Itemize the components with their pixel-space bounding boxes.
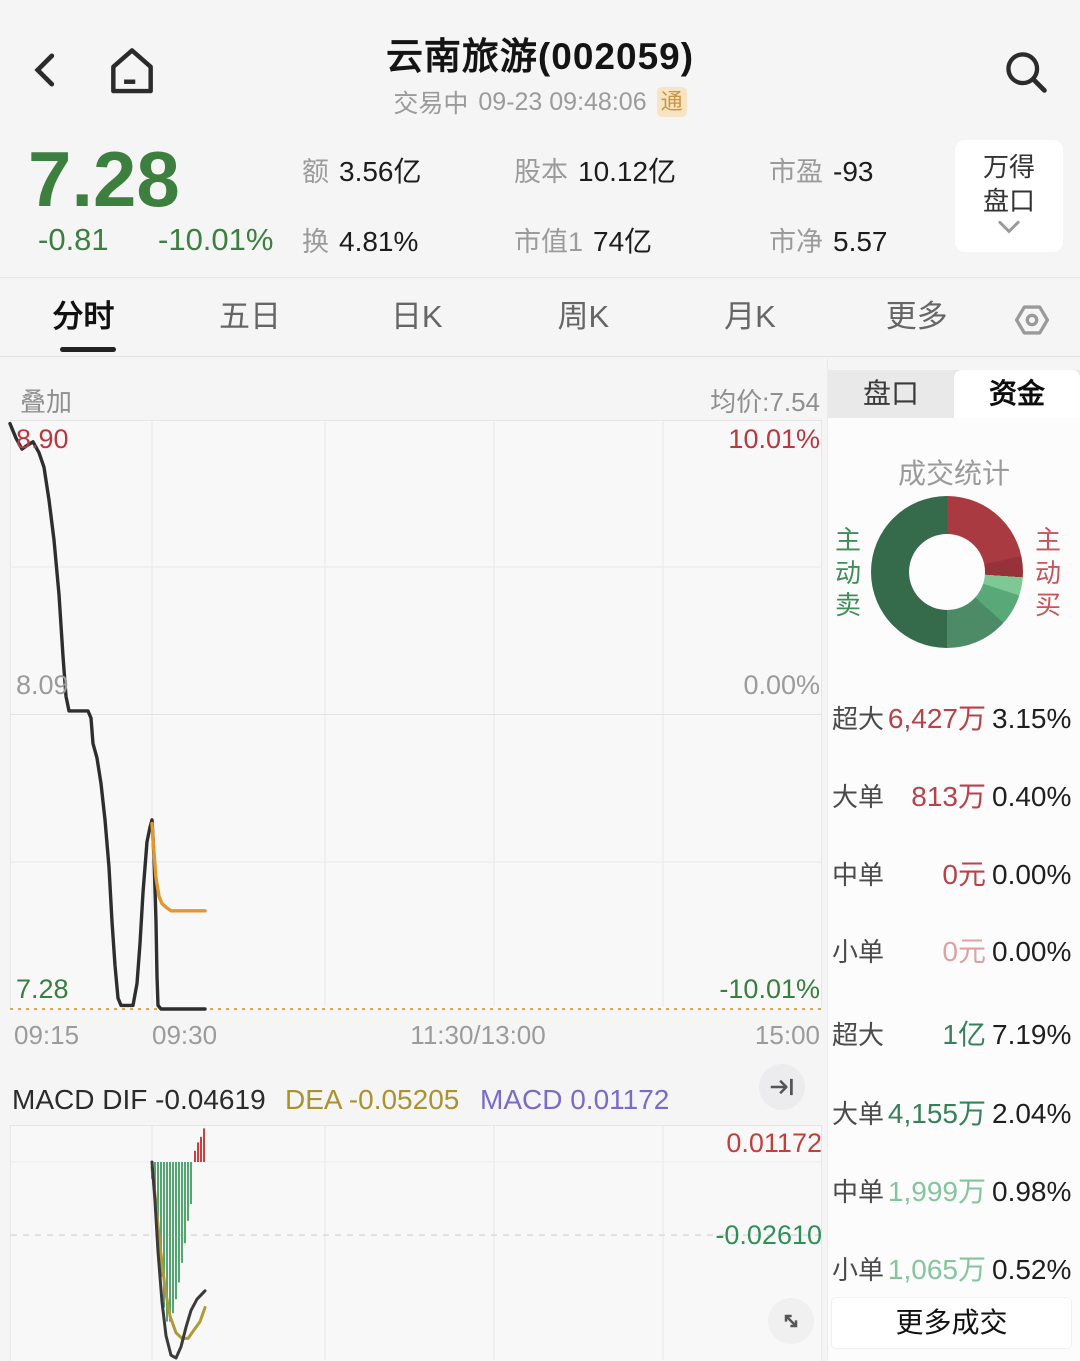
- macd-max-label: 0.01172: [726, 1128, 822, 1158]
- x-label-1500: 15:00: [754, 1020, 820, 1050]
- back-icon: [34, 53, 55, 87]
- stat-turnover: 换 4.81%: [302, 226, 419, 257]
- divider: [827, 358, 828, 1361]
- period-tabbar: 分时 五日 日K 周K 月K 更多: [0, 285, 1000, 355]
- flow-row-buy-md: 中单 0元 0.00%: [832, 859, 1072, 890]
- connect-badge: 通: [656, 87, 687, 117]
- tab-monthly-k[interactable]: 月K: [724, 299, 776, 334]
- more-trades-button[interactable]: 更多成交: [831, 1297, 1072, 1349]
- y-label-low: 7.28: [16, 974, 69, 1004]
- wind-orderbook-button[interactable]: 万得 盘口: [955, 140, 1063, 252]
- y-label-zero-pct: 0.00%: [743, 670, 820, 700]
- side-panel: 盘口 资金 成交统计 主动卖 主动买 超大 6,427万 3.15% 大单 813万 0…: [828, 370, 1080, 1361]
- flow-row-sell-md: 中单 1,999万 0.98%: [832, 1176, 1072, 1207]
- home-button[interactable]: [103, 42, 161, 100]
- tab-minute[interactable]: 分时: [52, 299, 115, 334]
- price-change: -0.81: [38, 222, 109, 257]
- y-label-low-pct: -10.01%: [719, 974, 820, 1004]
- tab-daily-k[interactable]: 日K: [390, 299, 443, 334]
- price-change-pct: -10.01%: [158, 222, 274, 257]
- fullscreen-button[interactable]: [768, 1298, 814, 1344]
- x-label-noon: 11:30/13:00: [410, 1020, 546, 1050]
- active-tab-underline: [60, 347, 116, 352]
- chevron-down-icon: [998, 220, 1020, 234]
- macd-dif-label: MACD DIF -0.04619: [12, 1084, 266, 1115]
- flow-row-sell-lg: 大单 4,155万 2.04%: [832, 1098, 1072, 1129]
- y-label-prevclose: 8.09: [16, 670, 69, 700]
- avg-price-label: 均价:7.54: [710, 387, 820, 417]
- panel-tabbar: 盘口 资金: [828, 370, 1080, 418]
- trade-stats-title: 成交统计: [897, 458, 1010, 489]
- tab-more[interactable]: 更多: [885, 299, 948, 334]
- trading-status: 交易中: [393, 90, 469, 118]
- flow-row-buy-xl: 超大 6,427万 3.15%: [832, 703, 1072, 734]
- wind-label-line2: 盘口: [982, 186, 1035, 216]
- x-label-0930: 09:30: [152, 1020, 218, 1050]
- flow-row-sell-sm: 小单 1,065万 0.52%: [832, 1254, 1072, 1285]
- stat-shares: 股本 10.12亿: [514, 156, 677, 187]
- tab-orderbook[interactable]: 盘口: [862, 378, 919, 409]
- intraday-chart-area[interactable]: [10, 420, 822, 1009]
- donut-hole: [909, 534, 985, 610]
- home-icon: [111, 48, 153, 94]
- settings-hexagon-icon: [1014, 305, 1050, 335]
- quote-datetime: 09-23 09:48:06: [478, 87, 647, 116]
- wind-label-line1: 万得: [982, 152, 1035, 182]
- flow-row-buy-lg: 大单 813万 0.40%: [832, 781, 1072, 812]
- x-label-0915: 09:15: [14, 1020, 80, 1050]
- active-sell-label: 主动卖: [834, 525, 861, 620]
- stat-pe: 市盈 -93: [769, 156, 874, 187]
- overlay-toggle[interactable]: 叠加: [20, 387, 73, 417]
- expand-icon: [784, 1314, 798, 1328]
- macd-min-label: -0.02610: [715, 1220, 822, 1250]
- y-label-high: 8.90: [16, 424, 69, 454]
- flow-row-sell-xl: 超大 1亿 7.19%: [832, 1019, 1072, 1050]
- flow-row-buy-sm: 小单 0元 0.00%: [832, 936, 1072, 967]
- divider: [0, 277, 1080, 278]
- macd-chart-area[interactable]: [10, 1125, 822, 1361]
- status-row: 交易中 09-23 09:48:06 通: [0, 84, 1080, 120]
- search-button[interactable]: [998, 44, 1054, 100]
- stat-amount: 额 3.56亿: [302, 156, 422, 187]
- macd-value-label: MACD 0.01172: [480, 1084, 670, 1115]
- back-button[interactable]: [22, 44, 70, 96]
- active-buy-label: 主动买: [1034, 525, 1061, 620]
- chart-settings-button[interactable]: [1008, 296, 1056, 344]
- arrow-to-bar-icon: [770, 1078, 793, 1096]
- tab-weekly-k[interactable]: 周K: [557, 299, 610, 334]
- tab-funds[interactable]: 资金: [954, 370, 1080, 418]
- y-label-high-pct: 10.01%: [728, 424, 820, 454]
- macd-dea-label: DEA -0.05205: [285, 1084, 460, 1115]
- stat-mktcap: 市值1 74亿: [514, 226, 653, 257]
- search-icon: [1006, 52, 1047, 93]
- divider: [0, 356, 1080, 357]
- tab-5day[interactable]: 五日: [219, 299, 281, 334]
- stat-pb: 市净 5.57: [769, 226, 888, 257]
- indicator-switch-button[interactable]: [759, 1064, 805, 1110]
- last-price: 7.28: [28, 135, 180, 223]
- page-title: 云南旅游(002059): [385, 36, 695, 77]
